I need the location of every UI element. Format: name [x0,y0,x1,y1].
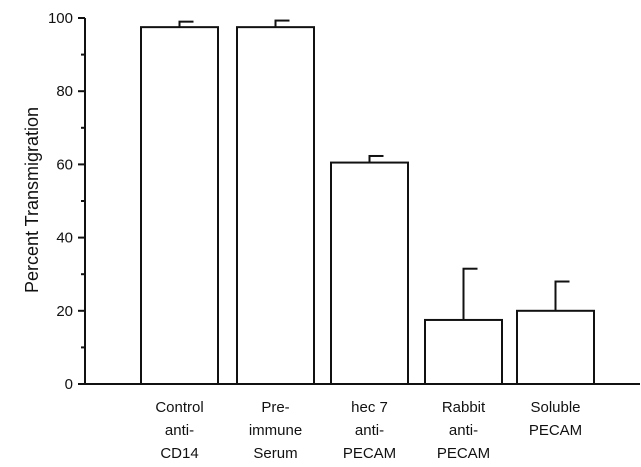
category-label: Rabbit [442,399,486,416]
category-label: CD14 [160,445,198,462]
category-label: hec 7 [351,399,388,416]
y-tick-label: 0 [65,376,73,393]
bar [424,318,503,386]
category-label: PECAM [529,422,582,439]
bar [516,309,595,385]
category-labels: Control anti- CD14 Pre-immune Serum hec 7 anti… [155,399,582,462]
category-label: anti- [355,422,384,439]
category-label: anti- [449,422,478,439]
bar [330,161,409,385]
category-label: Soluble [530,399,580,416]
y-tick-label: 100 [48,10,73,27]
category-label: PECAM [437,445,490,462]
bar [236,26,315,386]
category-label: Pre- [261,399,289,416]
bar [140,26,219,386]
y-tick-label: 40 [56,230,73,247]
category-label: immune [249,422,302,439]
y-tick-label: 60 [56,156,73,173]
category-label: Serum [253,445,297,462]
category-label: anti- [165,422,194,439]
y-tick-label: 80 [56,83,73,100]
bars [140,19,595,386]
category-label: Control [155,399,203,416]
y-tick-label: 20 [56,303,73,320]
y-axis: 0 20 40 60 80 100 [48,10,86,393]
y-axis-title: Percent Transmigration [22,107,42,293]
category-label: PECAM [343,445,396,462]
